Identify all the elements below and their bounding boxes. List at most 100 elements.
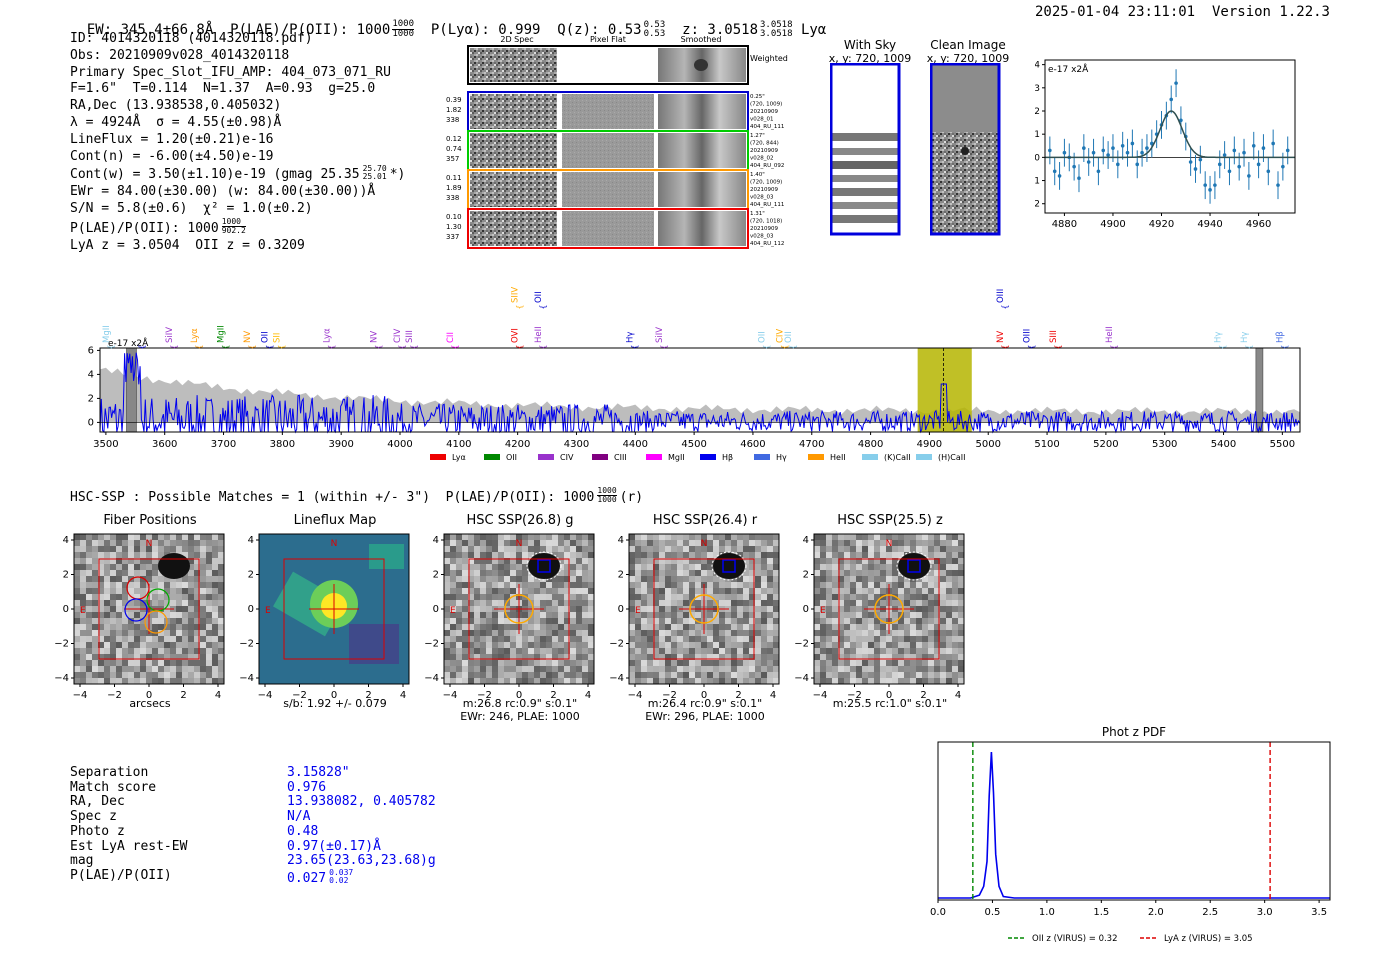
cutout-pixel [158, 624, 164, 630]
cutout-pixel [444, 648, 450, 654]
cutout-pixel [444, 540, 450, 546]
cutout-pixel [522, 624, 528, 630]
photz-x-tick-label: 1.5 [1093, 907, 1109, 918]
cutout-pixel [534, 630, 540, 636]
cutout-pixel [731, 666, 737, 672]
cutout-pixel [546, 534, 552, 540]
match-value: 13.938082, 0.405782 [287, 794, 436, 810]
spectrum-x-tick-label: 5300 [1152, 439, 1177, 450]
cutout-pixel [504, 534, 510, 540]
cutout-pixel [659, 672, 665, 678]
fit-data-point [1062, 150, 1067, 155]
cutout-pixel [474, 624, 480, 630]
cutout-pixel [737, 576, 743, 582]
cutout-pixel [731, 678, 737, 684]
cutout-pixel [588, 552, 594, 558]
cutout-pixel [629, 582, 635, 588]
cutout-pixel [450, 666, 456, 672]
cutout-pixel [665, 630, 671, 636]
cutout-pixel [635, 570, 641, 576]
cutout-pixel [564, 540, 570, 546]
cutout-pixel [86, 618, 92, 624]
cutout-pixel [659, 546, 665, 552]
cutout-pixel [582, 576, 588, 582]
cutout-pixel [182, 624, 188, 630]
cutout-pixel [92, 636, 98, 642]
cutout-pixel [492, 552, 498, 558]
cutout-pixel [576, 546, 582, 552]
fit-data-point [1227, 169, 1232, 174]
cutout-pixel [116, 540, 122, 546]
cutout-pixel [98, 546, 104, 552]
fiber-spec-svg: 2D Spec Pixel Flat Smoothed Weighted Sum… [446, 35, 809, 249]
spectrum-line-bracket: } [1245, 344, 1254, 349]
cutout-pixel [528, 576, 534, 582]
spectrum-x-tick-label: 5500 [1270, 439, 1295, 450]
cutout-pixel [647, 558, 653, 564]
cutout-pixel [218, 672, 224, 678]
cutout-pixel [946, 546, 952, 552]
cutout-pixel [892, 630, 898, 636]
cutout-pixel [856, 630, 862, 636]
cutout-pixel [134, 546, 140, 552]
cutout-pixel [218, 606, 224, 612]
cutout-pixel [92, 546, 98, 552]
cutout-pixel [665, 564, 671, 570]
compass-east: E [820, 606, 826, 616]
cutout-pixel [444, 534, 450, 540]
cutout-pixel [152, 642, 158, 648]
cutout-pixel [74, 672, 80, 678]
cutout-pixel [629, 540, 635, 546]
cutout-pixel [707, 534, 713, 540]
cutout-pixel [629, 660, 635, 666]
fiber-row-stat: 1.30 [446, 223, 462, 231]
compass-north: N [516, 539, 523, 549]
cutout-pixel [952, 588, 958, 594]
cutout-pixel [677, 558, 683, 564]
cutout-pixel [444, 678, 450, 684]
cutout-pixel [522, 600, 528, 606]
cutout-pixel [492, 672, 498, 678]
spectrum-chart: 3500 3600 3700 3800 3900 4000 4100 4200 4300 4400… [60, 275, 1320, 469]
cutout-pixel [910, 540, 916, 546]
cutout-pixel [570, 660, 576, 666]
cutout-pixel [582, 588, 588, 594]
cutout-pixel [767, 576, 773, 582]
cutout-pixel [934, 576, 940, 582]
cutout-pixel [146, 642, 152, 648]
cutout-pixel [564, 666, 570, 672]
cutout-y-tick-label: 2 [618, 570, 624, 581]
cutout-pixel [188, 546, 194, 552]
cutout-pixel [820, 612, 826, 618]
cutout-pixel [701, 672, 707, 678]
cutout-pixel [767, 636, 773, 642]
cutout-pixel [528, 588, 534, 594]
cutout-y-tick-label: −2 [609, 639, 624, 650]
match-value: 3.15828" [287, 765, 350, 780]
cutout-pixel [480, 546, 486, 552]
cutout-pixel [540, 642, 546, 648]
cutout-pixel [874, 558, 880, 564]
cutout-pixel [576, 654, 582, 660]
cutout-pixel [814, 654, 820, 660]
cutout-pixel [826, 558, 832, 564]
cutout-pixel [647, 600, 653, 606]
cutout-pixel [946, 660, 952, 666]
cutout-pixel [814, 576, 820, 582]
cutout-pixel [749, 678, 755, 684]
cutout-pixel [134, 642, 140, 648]
cutout-pixel [98, 588, 104, 594]
cutout-pixel [188, 612, 194, 618]
cutout-pixel [540, 546, 546, 552]
cutout-pixel [671, 576, 677, 582]
cutout-pixel [212, 546, 218, 552]
cutout-pixel [940, 570, 946, 576]
cutout-pixel [450, 534, 456, 540]
match-value: 0.976 [287, 779, 327, 795]
cutout-pixel [743, 552, 749, 558]
cutout-pixel [528, 624, 534, 630]
cutout-pixel [456, 576, 462, 582]
cutout-pixel [719, 636, 725, 642]
cutout-pixel [74, 648, 80, 654]
cutout-pixel [767, 648, 773, 654]
